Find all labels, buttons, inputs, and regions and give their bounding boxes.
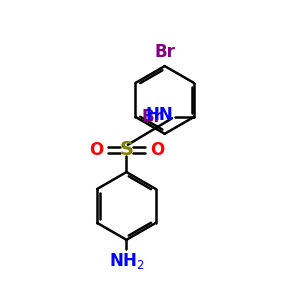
Text: HN: HN [146,106,173,124]
Text: O: O [88,141,103,159]
Text: NH$_2$: NH$_2$ [109,251,144,271]
Text: S: S [119,140,134,160]
Text: O: O [150,141,164,159]
Text: Br: Br [154,43,175,61]
Text: Br: Br [141,108,162,126]
